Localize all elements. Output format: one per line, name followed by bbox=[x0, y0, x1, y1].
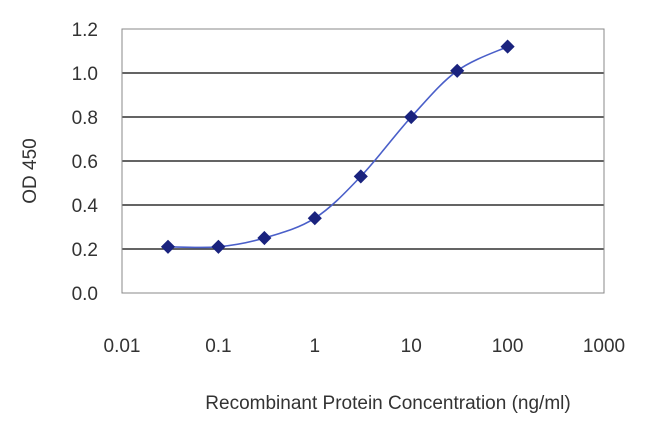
y-tick-label: 0.8 bbox=[72, 108, 98, 129]
gridlines bbox=[122, 72, 604, 250]
x-tick-label: 100 bbox=[492, 336, 524, 357]
series-group bbox=[160, 39, 515, 254]
y-tick-label: 0.6 bbox=[72, 152, 98, 173]
x-tick-label: 0.01 bbox=[104, 336, 141, 357]
y-axis-title: OD 450 bbox=[20, 138, 41, 203]
plot-area bbox=[121, 28, 605, 294]
x-tick-label: 0.1 bbox=[205, 336, 231, 357]
x-tick-label: 1 bbox=[310, 336, 321, 357]
y-tick-label: 0.2 bbox=[72, 240, 98, 261]
y-tick-label: 1.0 bbox=[72, 64, 98, 85]
x-axis-title: Recombinant Protein Concentration (ng/ml… bbox=[205, 393, 570, 414]
data-point bbox=[500, 39, 515, 54]
y-tick-label: 0.0 bbox=[72, 284, 98, 305]
data-point bbox=[353, 169, 368, 184]
data-point bbox=[307, 211, 322, 226]
data-point bbox=[257, 230, 272, 246]
data-point bbox=[160, 239, 176, 254]
data-point bbox=[211, 239, 226, 254]
y-tick-label: 0.4 bbox=[72, 196, 99, 217]
data-point bbox=[450, 63, 465, 78]
y-axis-ticks: 0.0 0.2 0.4 0.6 0.8 1.0 1.2 bbox=[72, 20, 99, 305]
x-tick-label: 10 bbox=[401, 336, 422, 357]
y-tick-label: 1.2 bbox=[72, 20, 98, 41]
x-axis-ticks: 0.01 0.1 1 10 100 1000 bbox=[104, 336, 626, 357]
data-point bbox=[404, 109, 419, 125]
x-tick-label: 1000 bbox=[583, 336, 625, 357]
